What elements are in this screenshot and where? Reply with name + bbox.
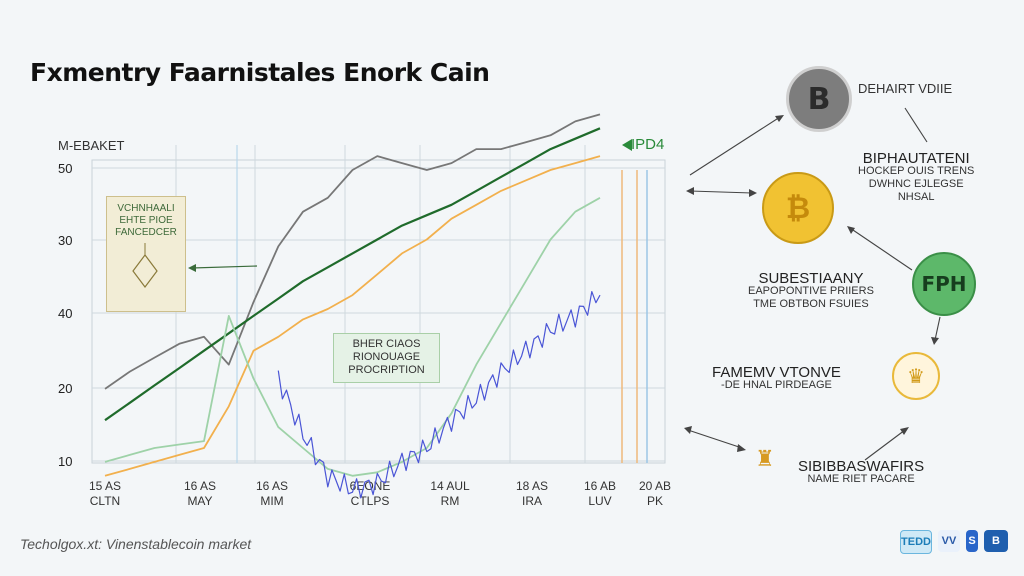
footer-caption: Techolgox.xt: Vinenstablecoin market	[20, 536, 252, 552]
y-tick-label: 50	[58, 161, 72, 176]
series-line-green	[104, 127, 601, 422]
series-line-lightgreen	[104, 197, 601, 477]
y-tick-label: 10	[58, 454, 72, 469]
plot-frame	[91, 159, 666, 464]
y-tick-label: 40	[58, 306, 72, 321]
box-left-line-1: VCHNHAALI	[117, 203, 175, 214]
badge-s[interactable]: S	[966, 530, 978, 552]
bitcoin-gold-coin-icon: ₿	[762, 172, 834, 244]
diamond-icon	[132, 243, 158, 288]
box-left-line-2: EHTE PIOE	[119, 215, 173, 226]
badge-vv[interactable]: VV	[938, 530, 960, 552]
x-tick-label-bottom: CLTN	[90, 494, 120, 508]
coin5-label: SIBIBBASWAFIRS NAME RIET PACARE	[798, 458, 925, 485]
x-tick-label-top: 20 AB	[639, 479, 671, 493]
x-tick-label-top: 16 AS	[256, 479, 288, 493]
badge-b[interactable]: B	[984, 530, 1008, 552]
y-axis-label: M-EBAKET	[58, 138, 125, 153]
box-mid-line-1: BHER CIAOS	[352, 338, 421, 350]
y-tick-label: 30	[58, 233, 72, 248]
badge-tedd[interactable]: TEDD	[900, 530, 932, 554]
crown-coin-icon: ♛	[892, 352, 940, 400]
annotation-arrow	[191, 265, 258, 269]
ipd-label: IPD4	[631, 136, 665, 153]
coin1-label: DEHAIRT VDIIE	[858, 81, 953, 96]
annotation-box-mid: BHER CIAOS RIONOUAGE PROCRIPTION	[333, 333, 440, 383]
x-tick-label-bottom: MAY	[187, 494, 212, 508]
x-tick-label-bottom: CTLPS	[351, 494, 390, 508]
series-line-orange	[104, 155, 601, 477]
x-tick-label-top: 14 AUL	[430, 479, 470, 493]
x-tick-label-top: 15 AS	[89, 479, 121, 493]
x-tick-label-bottom: PK	[647, 494, 663, 508]
series-line-gray	[104, 113, 601, 390]
series-line-blue	[277, 291, 601, 499]
coin3-label: SUBESTIAANY EAPOPONTIVE PRIIERS TME OBTB…	[748, 270, 874, 310]
x-tick-label-bottom: MIM	[260, 494, 283, 508]
bitcoin-coin-icon: B	[786, 66, 852, 132]
annotation-arrowhead	[188, 264, 196, 272]
coin2-label: BIPHAUTATENI HOCKEP OUIS TRENS DWHNC EJL…	[858, 150, 975, 203]
ipd-arrowhead	[622, 139, 632, 151]
x-tick-label-top: 18 AS	[516, 479, 548, 493]
annotation-box-left: VCHNHAALI EHTE PIOE FANCEDCER	[106, 196, 186, 312]
lantern-icon: ♜	[755, 446, 775, 472]
x-tick-label-bottom: RM	[441, 494, 460, 508]
badge-group: TEDD VV S B	[900, 530, 1008, 554]
x-tick-label-top: 16 AS	[184, 479, 216, 493]
y-tick-label: 20	[58, 381, 72, 396]
fph-coin-icon: FPH	[912, 252, 976, 316]
x-tick-label-bottom: IRA	[522, 494, 542, 508]
chart-title: Fxmentry Faarnistales Enork Cain	[30, 58, 490, 87]
coin4-label: FAMEMV VTONVE -DE HNAL PIRDEAGE	[712, 364, 841, 391]
box-mid-line-3: PROCRIPTION	[348, 364, 425, 376]
box-left-line-3: FANCEDCER	[115, 227, 177, 238]
x-tick-label-top: 16 AB	[584, 479, 616, 493]
x-tick-label-bottom: LUV	[588, 494, 611, 508]
box-mid-line-2: RIONOUAGE	[352, 351, 421, 363]
x-tick-label-top: 6EONE	[350, 479, 391, 493]
